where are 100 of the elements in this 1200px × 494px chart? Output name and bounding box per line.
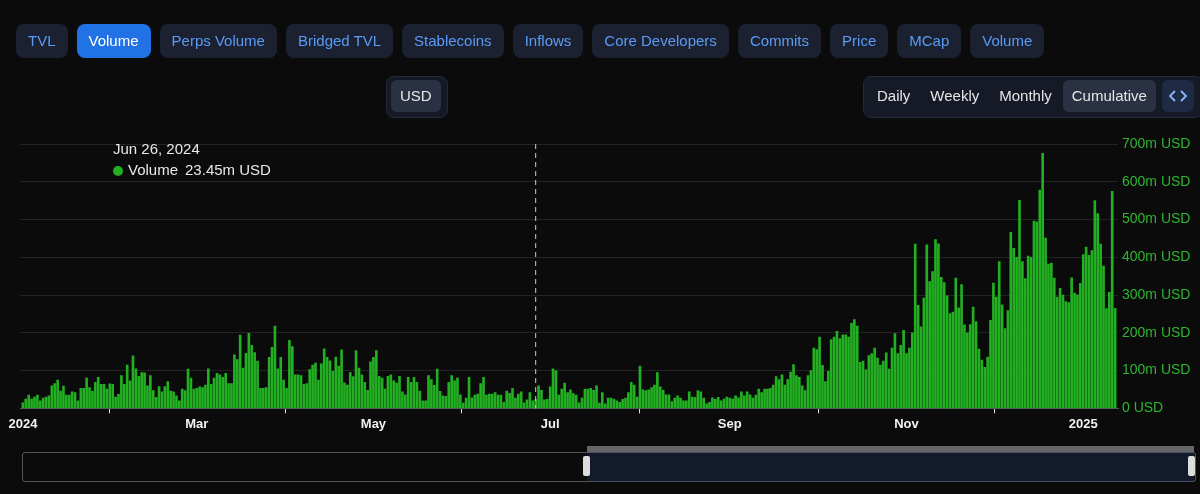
bar (1070, 277, 1073, 409)
bar (740, 391, 743, 409)
text: Commits (737, 24, 822, 58)
bar (238, 334, 242, 409)
x-tick-label: May (360, 415, 387, 431)
bar (997, 261, 1001, 409)
bar (149, 375, 152, 409)
bar (308, 369, 312, 409)
bar (1110, 190, 1114, 409)
bar (682, 400, 685, 409)
bar (505, 390, 509, 409)
bar (33, 396, 36, 409)
bar (311, 364, 314, 409)
bar (760, 392, 763, 409)
bar (679, 397, 682, 409)
bar (369, 361, 372, 409)
bar (873, 347, 876, 409)
bar (511, 388, 514, 409)
bar (844, 334, 847, 409)
text: Weekly (929, 86, 981, 106)
y-tick-label: 600m USD (1122, 172, 1191, 189)
text: Monthly (998, 86, 1053, 106)
bar (563, 382, 566, 409)
bar (175, 395, 178, 409)
text: Stablecoins (402, 24, 504, 58)
bar (797, 377, 801, 409)
bar (818, 336, 821, 409)
bar (322, 348, 326, 409)
bar (537, 385, 540, 409)
bar (125, 364, 129, 409)
text: Core Developers (592, 24, 729, 58)
annotation: 23.45m USD (185, 161, 272, 179)
bar (769, 388, 772, 409)
bar (482, 377, 485, 409)
y-tick-label: 500m USD (1122, 210, 1191, 227)
bar (1041, 153, 1045, 409)
bar (430, 379, 433, 409)
bar (850, 323, 853, 409)
bar (763, 388, 766, 409)
bar (516, 393, 520, 409)
bar (656, 372, 659, 409)
bar (673, 397, 677, 409)
bar (120, 375, 123, 409)
bar (85, 377, 88, 409)
bar (540, 389, 543, 409)
bar (841, 334, 845, 409)
bar (687, 391, 691, 409)
bar (334, 356, 338, 409)
bar (937, 243, 940, 409)
x-tick-label: Jul (540, 415, 560, 431)
bar (519, 391, 523, 409)
bar (812, 347, 816, 409)
bar (340, 349, 343, 409)
bar (629, 382, 633, 409)
bar (647, 389, 650, 409)
text: Bridged TVL (285, 24, 394, 58)
legend-label: Volume (128, 161, 179, 179)
bar (166, 381, 170, 409)
bar (224, 372, 228, 409)
bar (27, 394, 31, 409)
bar (713, 399, 717, 409)
bar (757, 388, 761, 409)
bar (450, 375, 453, 409)
bar (925, 244, 929, 409)
bar (398, 375, 401, 409)
bar (279, 357, 283, 409)
x-tick-label: 2025 (1068, 415, 1098, 431)
x-tick-label: Sep (717, 415, 742, 431)
bar (766, 388, 769, 409)
text: MCap (897, 24, 962, 58)
bar (902, 329, 905, 409)
text: TVL (16, 24, 68, 58)
bar (676, 395, 679, 409)
bar (569, 389, 572, 409)
bar (172, 391, 175, 409)
bar (853, 319, 856, 409)
bar (456, 377, 459, 409)
bar (960, 284, 963, 409)
bar (592, 389, 595, 409)
text: Inflows (512, 24, 584, 58)
bar (954, 277, 958, 409)
bar (734, 395, 737, 409)
y-tick-label: 0 USD (1122, 399, 1164, 416)
bar (711, 397, 714, 409)
bar (488, 393, 491, 409)
bar (574, 394, 578, 409)
bar (108, 383, 112, 409)
y-tick-label: 700m USD (1122, 134, 1191, 151)
bar (884, 352, 888, 409)
bar (62, 385, 65, 409)
bar (992, 282, 995, 409)
bar (198, 386, 201, 409)
text: Daily (876, 86, 912, 106)
bar (1050, 262, 1053, 409)
bar (632, 384, 636, 409)
bar (375, 350, 378, 409)
bar (111, 383, 115, 409)
x-tick-label: Mar (185, 415, 209, 431)
bar (206, 368, 210, 409)
bar (427, 375, 430, 409)
